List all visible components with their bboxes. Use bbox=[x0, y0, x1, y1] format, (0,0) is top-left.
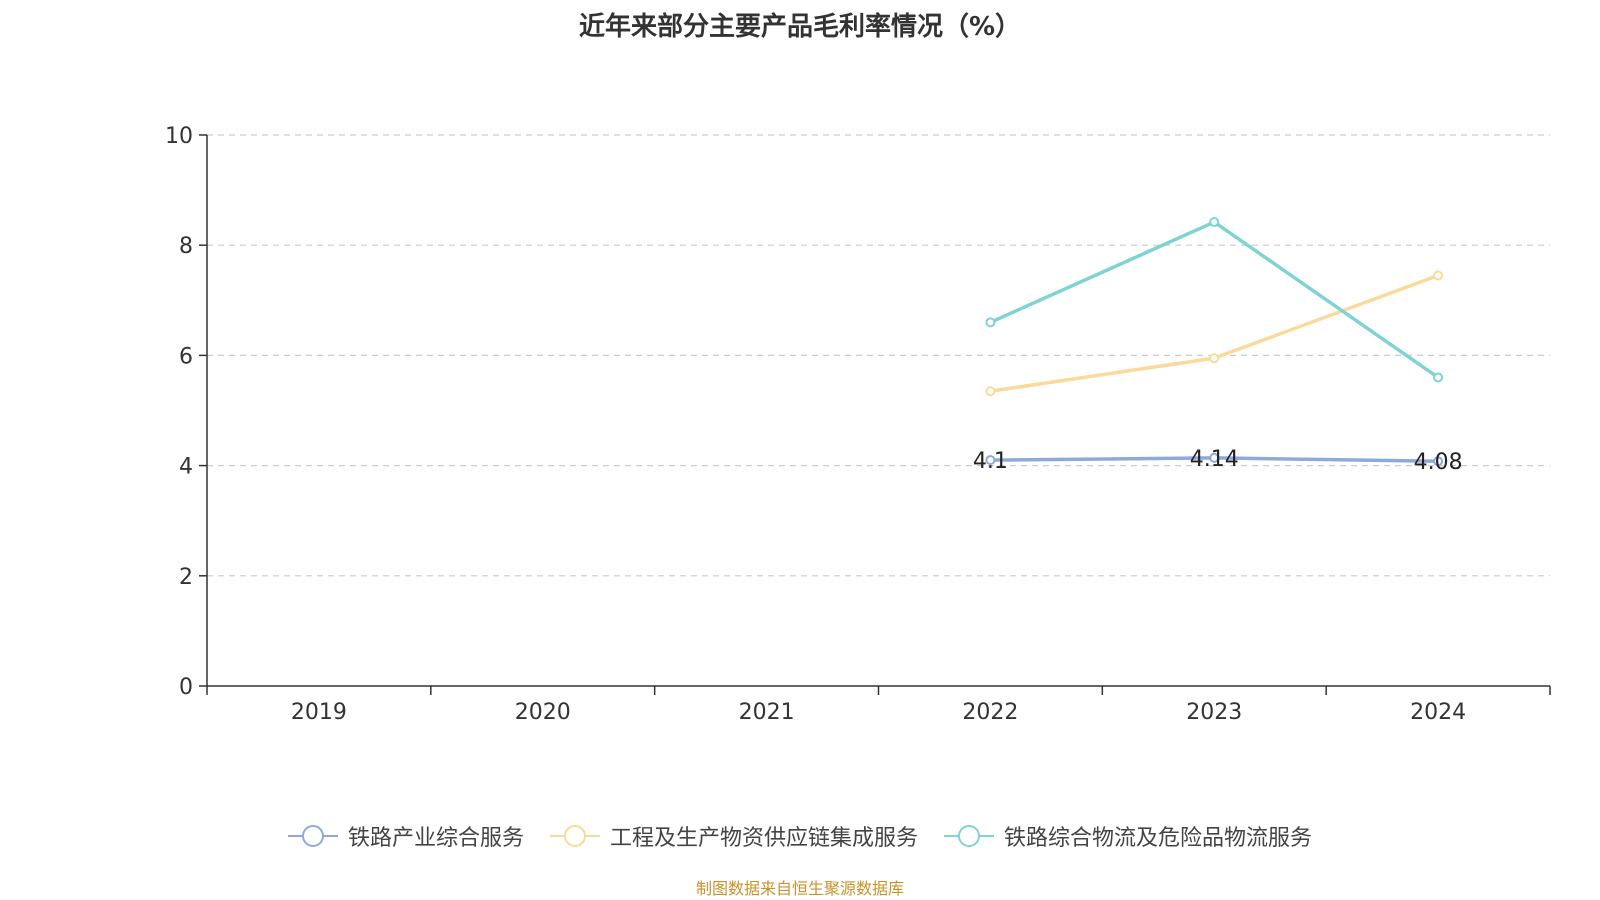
data-point bbox=[985, 455, 996, 466]
y-tick-label: 0 bbox=[179, 675, 193, 700]
legend: 铁路产业综合服务 工程及生产物资供应链集成服务 铁路综合物流及危险品物流服务 bbox=[0, 820, 1600, 852]
data-point bbox=[1209, 452, 1220, 463]
data-point bbox=[985, 317, 996, 328]
x-tick-label: 2021 bbox=[739, 700, 795, 725]
chart-title: 近年来部分主要产品毛利率情况（%） bbox=[578, 12, 1022, 42]
data-point bbox=[1209, 353, 1220, 364]
data-labels: 4.1 4.14 4.08 bbox=[973, 447, 1463, 475]
x-axis: 2019 2020 2021 2022 2023 2024 bbox=[206, 685, 1551, 725]
line-chart: 0 2 4 6 8 10 2019 2020 2021 2022 2023 2024 4.1 4.14… bbox=[165, 124, 1551, 725]
x-tick-label: 2019 bbox=[291, 700, 347, 725]
y-tick-label: 4 bbox=[179, 455, 193, 480]
data-point bbox=[1433, 372, 1444, 383]
data-point bbox=[985, 386, 996, 397]
y-tick-label: 6 bbox=[179, 344, 193, 369]
data-label: 4.1 bbox=[973, 449, 1008, 474]
y-tick-label: 2 bbox=[179, 565, 193, 590]
legend-item-1[interactable]: 铁路产业综合服务 bbox=[287, 820, 524, 852]
legend-marker-icon bbox=[944, 825, 994, 847]
y-tick-label: 10 bbox=[165, 124, 193, 149]
legend-marker-icon bbox=[287, 825, 338, 847]
y-axis: 0 2 4 6 8 10 bbox=[165, 124, 208, 700]
y-tick-label: 8 bbox=[179, 234, 193, 259]
legend-label: 工程及生产物资供应链集成服务 bbox=[609, 826, 918, 851]
data-point bbox=[1209, 217, 1220, 228]
legend-label: 铁路产业综合服务 bbox=[347, 826, 524, 851]
source-note: 制图数据来自恒生聚源数据库 bbox=[695, 879, 904, 898]
legend-label: 铁路综合物流及危险品物流服务 bbox=[1004, 826, 1313, 851]
x-tick-label: 2020 bbox=[515, 700, 571, 725]
x-tick-label: 2024 bbox=[1410, 700, 1466, 725]
gridlines bbox=[207, 134, 1550, 577]
data-label: 4.14 bbox=[1190, 447, 1239, 472]
legend-item-2[interactable]: 工程及生产物资供应链集成服务 bbox=[549, 820, 918, 852]
data-label: 4.08 bbox=[1414, 450, 1463, 475]
x-tick-label: 2023 bbox=[1186, 700, 1242, 725]
legend-marker-icon bbox=[549, 825, 600, 847]
x-tick-label: 2022 bbox=[962, 700, 1018, 725]
legend-item-3[interactable]: 铁路综合物流及危险品物流服务 bbox=[944, 820, 1312, 852]
data-point bbox=[1433, 456, 1444, 467]
data-point bbox=[1433, 270, 1444, 281]
series-lines bbox=[985, 217, 1444, 467]
